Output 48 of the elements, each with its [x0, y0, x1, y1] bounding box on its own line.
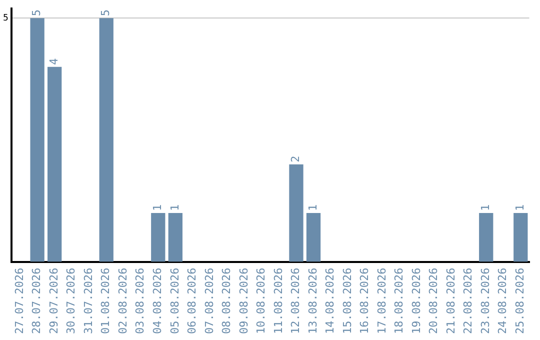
- data-label: 4: [47, 58, 60, 65]
- x-tick-label: 04.08.2026: [151, 268, 164, 334]
- bar: [306, 213, 321, 262]
- x-tick-label: 21.08.2026: [444, 268, 458, 334]
- x-tick-label: 15.08.2026: [340, 268, 354, 334]
- bar: [289, 164, 304, 262]
- x-tick-label: 12.08.2026: [289, 268, 302, 334]
- data-label: 1: [151, 204, 164, 212]
- data-label: 1: [513, 204, 526, 212]
- x-tick-label: 25.08.2026: [513, 268, 526, 334]
- x-tick-label: 03.08.2026: [134, 268, 147, 334]
- x-tick-label: 24.08.2026: [496, 268, 510, 334]
- x-tick-label: 14.08.2026: [324, 268, 337, 334]
- x-tick-label: 30.07.2026: [64, 268, 78, 334]
- bar: [168, 213, 182, 262]
- bar: [30, 18, 44, 262]
- data-label: 1: [478, 204, 492, 212]
- x-tick-label: 28.07.2026: [30, 268, 44, 334]
- x-tick-label: 27.07.2026: [12, 268, 26, 334]
- x-tick-label: 31.07.2026: [82, 268, 95, 334]
- data-label: 5: [30, 10, 44, 16]
- x-tick-label: 06.08.2026: [186, 268, 199, 334]
- x-tick-label: 19.08.2026: [410, 268, 423, 334]
- data-label: 5: [99, 10, 112, 16]
- x-tick-label: 09.08.2026: [237, 268, 250, 334]
- x-tick-label: 16.08.2026: [358, 268, 372, 334]
- x-tick-label: 29.07.2026: [47, 268, 60, 334]
- x-tick-label: 13.08.2026: [306, 268, 320, 334]
- x-tick-label: 18.08.2026: [392, 268, 406, 334]
- bar: [514, 213, 528, 262]
- x-tick-label: 10.08.2026: [254, 268, 268, 334]
- x-tick-label: 05.08.2026: [168, 268, 182, 334]
- x-tick-label: 08.08.2026: [220, 268, 234, 334]
- x-tick-label: 02.08.2026: [116, 268, 130, 334]
- data-label: 1: [306, 204, 320, 212]
- x-tick-label: 17.08.2026: [375, 268, 388, 334]
- x-tick-label: 11.08.2026: [272, 268, 285, 334]
- bar: [99, 18, 114, 262]
- x-tick-label: 23.08.2026: [478, 268, 492, 334]
- data-label: 1: [168, 204, 182, 212]
- bar: [151, 213, 166, 262]
- x-tick-label: 01.08.2026: [99, 268, 112, 334]
- x-tick-label: 22.08.2026: [462, 268, 475, 334]
- x-tick-label: 20.08.2026: [427, 268, 440, 334]
- bar: [47, 66, 62, 262]
- data-label: 2: [289, 156, 302, 162]
- bar: [479, 213, 494, 262]
- x-tick-label: 07.08.2026: [202, 268, 216, 334]
